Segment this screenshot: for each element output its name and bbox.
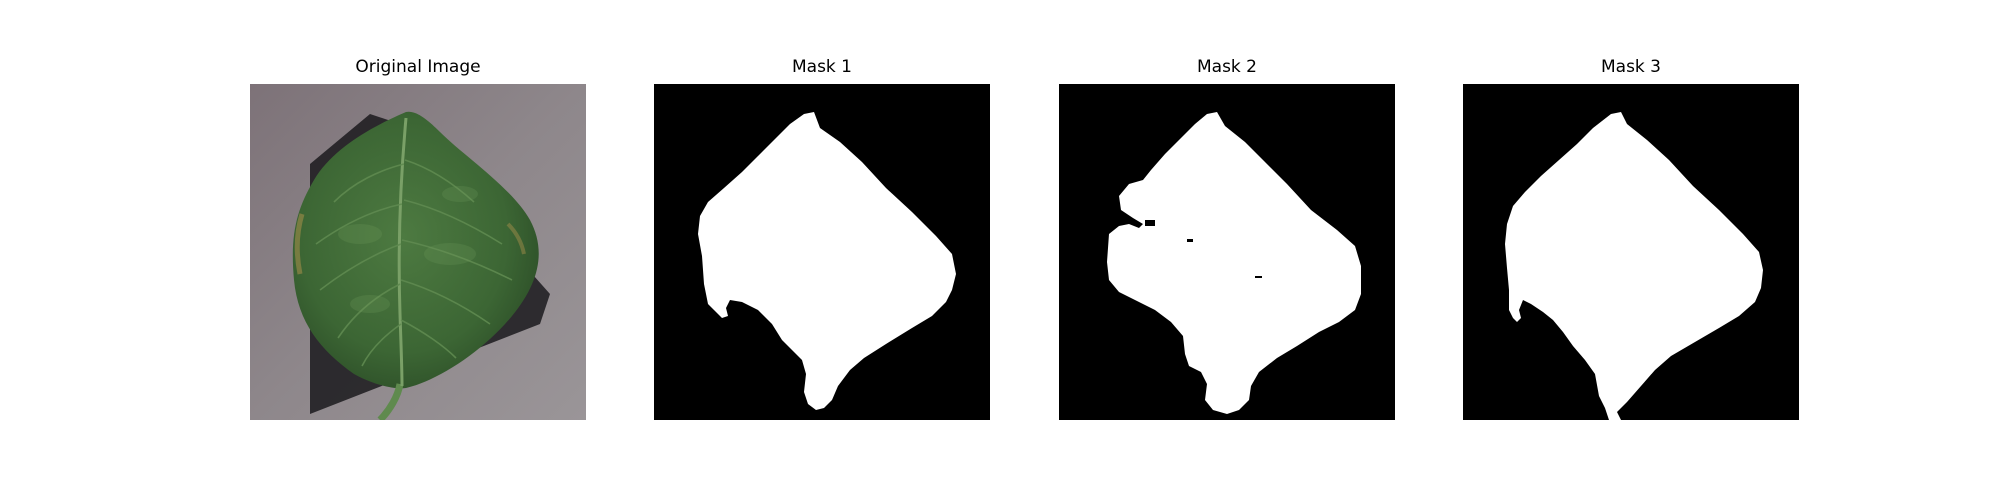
panel-mask-2: Mask 2 <box>1059 55 1395 420</box>
panel-mask-1: Mask 1 <box>654 55 990 420</box>
mask-shape <box>698 112 956 410</box>
leaf-shape <box>292 111 539 389</box>
mask-image <box>654 84 990 420</box>
leaf-stem <box>377 383 404 420</box>
mask-shape <box>1505 112 1763 420</box>
panel-title: Mask 3 <box>1600 57 1661 77</box>
panel-title: Original Image <box>355 57 481 77</box>
panel-title: Mask 1 <box>791 57 852 77</box>
mask-shape <box>1107 112 1361 414</box>
mask-image <box>1059 84 1395 420</box>
leaf-midrib <box>397 117 408 387</box>
original-image <box>250 84 586 420</box>
panel-title: Mask 2 <box>1196 57 1257 77</box>
panel-original-image: Original Image <box>250 55 586 420</box>
mask-image <box>1463 84 1799 420</box>
panel-mask-3: Mask 3 <box>1463 55 1799 420</box>
